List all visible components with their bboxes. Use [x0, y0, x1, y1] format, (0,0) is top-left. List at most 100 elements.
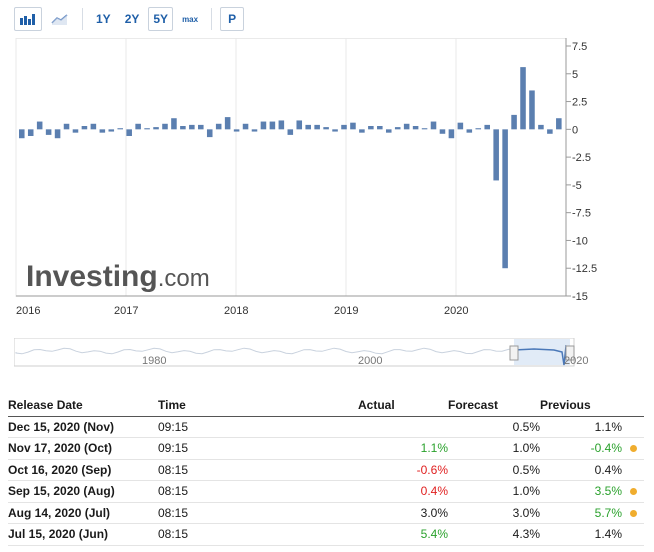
bar — [484, 124, 490, 130]
previous-cell: 5.7% — [540, 502, 622, 524]
bar — [126, 129, 132, 136]
bar — [359, 129, 365, 133]
forecast-cell: 0.5% — [448, 459, 540, 481]
bar — [377, 126, 383, 130]
header-time[interactable]: Time — [158, 394, 358, 417]
previous-cell: 1.4% — [540, 523, 622, 546]
navigator-series — [15, 347, 515, 355]
range-1y-button[interactable]: 1Y — [91, 7, 116, 31]
y-tick-label: 7.5 — [572, 41, 587, 53]
bar — [538, 124, 544, 130]
bar — [475, 128, 482, 130]
bar — [368, 126, 374, 130]
area-chart-type-button[interactable] — [46, 7, 74, 31]
bar — [305, 124, 311, 130]
bar — [135, 123, 141, 130]
navigator-right-handle[interactable] — [565, 345, 575, 361]
bar — [323, 127, 329, 130]
actual-cell: 0.4% — [358, 480, 448, 503]
release-date-cell: Aug 14, 2020 (Jul) — [8, 502, 158, 524]
p-button[interactable]: P — [220, 7, 245, 31]
range-2y-button[interactable]: 2Y — [119, 7, 145, 31]
bar — [394, 127, 401, 130]
bar — [421, 128, 428, 130]
release-date-cell: Jul 15, 2020 (Jun) — [8, 523, 158, 546]
bar — [206, 129, 213, 138]
header-previous[interactable]: Previous — [540, 394, 622, 417]
y-tick-label: -5 — [572, 180, 582, 192]
revision-dot-cell — [622, 416, 644, 438]
bar — [36, 121, 43, 130]
range-navigator[interactable]: 1980 2000 2020 — [14, 338, 594, 374]
bar — [296, 120, 303, 130]
bar — [457, 122, 464, 130]
plot-area — [15, 38, 567, 297]
header-release-date[interactable]: Release Date — [8, 394, 158, 417]
bar-chart-type-button[interactable] — [14, 7, 42, 31]
y-tick-label: -12.5 — [572, 263, 597, 275]
bar — [63, 123, 70, 130]
time-cell: 08:15 — [158, 502, 358, 524]
main-bar-chart: 7.5 5 2.5 0 -2.5 -5 -7.5 -10 -12.5 -15 Investing.c… — [15, 38, 597, 317]
area-chart-icon — [51, 14, 68, 25]
release-date-cell: Sep 15, 2020 (Aug) — [8, 480, 158, 503]
forecast-cell: 3.0% — [448, 502, 540, 524]
bar — [502, 129, 508, 269]
forecast-cell: 4.3% — [448, 523, 540, 546]
time-cell: 09:15 — [158, 437, 358, 460]
bar — [233, 129, 240, 132]
revised-indicator-icon[interactable] — [629, 509, 637, 517]
bar — [332, 129, 338, 132]
y-tick-label: 0 — [572, 124, 578, 136]
bar — [180, 126, 186, 130]
bar — [45, 129, 52, 135]
revised-indicator-icon[interactable] — [629, 445, 637, 453]
actual-cell: 1.1% — [358, 437, 448, 460]
bar — [511, 114, 517, 130]
bar — [341, 124, 347, 130]
navigator-left-handle[interactable] — [509, 345, 519, 361]
navigator-frame — [14, 338, 575, 367]
bar — [117, 128, 124, 130]
revised-indicator-icon[interactable] — [629, 488, 637, 496]
bar — [529, 90, 535, 130]
bar — [19, 129, 25, 139]
bar — [171, 118, 177, 130]
bar — [27, 129, 34, 136]
bar — [520, 67, 526, 130]
bar — [547, 129, 553, 134]
bar — [153, 127, 159, 130]
header-actual[interactable]: Actual — [358, 394, 448, 417]
table-row: Aug 14, 2020 (Jul) 08:15 3.0% 3.0% 5.7% — [8, 502, 644, 524]
release-date-cell: Dec 15, 2020 (Nov) — [8, 416, 158, 438]
bar — [269, 121, 276, 130]
bar — [108, 129, 115, 132]
table-row: Jul 15, 2020 (Jun) 08:15 5.4% 4.3% 1.4% — [8, 523, 644, 546]
range-max-button[interactable]: max — [177, 7, 204, 31]
y-tick-label: -10 — [572, 235, 588, 247]
release-date-cell: Oct 16, 2020 (Sep) — [8, 459, 158, 481]
bar — [215, 123, 222, 130]
actual-cell — [358, 416, 448, 438]
chart-toolbar: 1Y 2Y 5Y max P — [14, 4, 248, 34]
header-spacer — [622, 394, 644, 417]
x-tick-label: 2017 — [114, 305, 138, 317]
bar — [403, 123, 410, 130]
range-5y-button[interactable]: 5Y — [148, 7, 174, 31]
bar — [189, 124, 195, 130]
bar — [90, 123, 97, 130]
bar — [278, 120, 285, 130]
previous-cell: 3.5% — [540, 480, 622, 503]
navigator-year-label: 2020 — [564, 355, 588, 367]
bar — [439, 129, 446, 134]
bar — [412, 126, 419, 130]
header-forecast[interactable]: Forecast — [448, 394, 540, 417]
bar — [251, 129, 258, 132]
y-tick-label: -2.5 — [572, 152, 591, 164]
table-header-row: Release Date Time Actual Forecast Previo… — [8, 394, 644, 417]
bar — [144, 128, 150, 130]
table-row: Oct 16, 2020 (Sep) 08:15 -0.6% 0.5% 0.4% — [8, 459, 644, 481]
revision-dot-cell — [622, 523, 644, 546]
forecast-cell: 1.0% — [448, 480, 540, 503]
bar — [448, 129, 455, 139]
